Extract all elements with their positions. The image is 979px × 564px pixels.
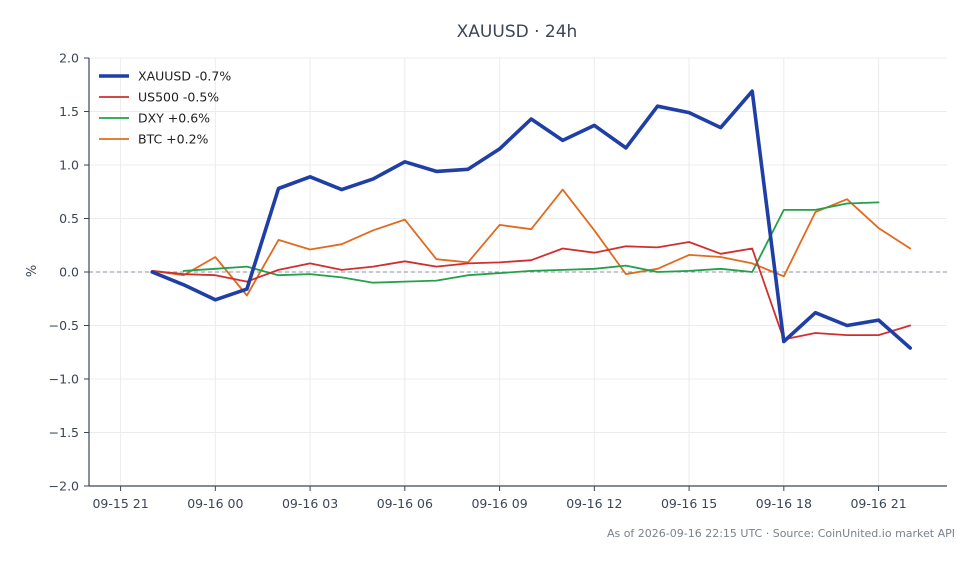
x-tick-label: 09-16 18 — [756, 496, 812, 511]
legend-label: XAUUSD -0.7% — [138, 69, 231, 84]
x-tick-label: 09-16 00 — [187, 496, 243, 511]
x-tick-label: 09-16 09 — [471, 496, 527, 511]
y-tick-label: 2.0 — [59, 51, 79, 66]
x-tick-label: 09-16 12 — [566, 496, 622, 511]
y-tick-label: 1.0 — [59, 158, 79, 173]
x-tick-label: 09-16 06 — [377, 496, 433, 511]
series-lines — [150, 89, 912, 350]
y-tick-label: −1.0 — [49, 372, 79, 387]
chart-title: XAUUSD · 24h — [457, 22, 578, 42]
legend-label: DXY +0.6% — [138, 111, 210, 126]
x-axis-ticks: 09-15 21 09-16 00 09-16 03 09-16 06 09-16 09… — [92, 486, 907, 511]
x-tick-label: 09-15 21 — [92, 496, 148, 511]
y-tick-label: −2.0 — [49, 479, 79, 494]
y-tick-label: −0.5 — [49, 318, 79, 333]
y-axis-label: % — [25, 265, 40, 277]
chart-footer: As of 2026-09-16 22:15 UTC · Source: Coi… — [607, 527, 955, 540]
x-tick-label: 09-16 03 — [282, 496, 338, 511]
series-line-4 — [151, 188, 912, 297]
legend: XAUUSD -0.7% US500 -0.5% DXY +0.6% BTC +0.2… — [99, 69, 231, 147]
legend-label: US500 -0.5% — [138, 90, 219, 105]
series-line-1 — [150, 89, 912, 350]
y-tick-label: 1.5 — [59, 104, 79, 119]
y-tick-label: −1.5 — [49, 425, 79, 440]
y-axis-ticks: −2.0 −1.5 −1.0 −0.5 0.0 0.5 1.0 1.5 2.0 — [49, 51, 89, 494]
legend-label: BTC +0.2% — [138, 132, 209, 147]
x-tick-label: 09-16 21 — [850, 496, 906, 511]
y-tick-label: 0.0 — [59, 265, 79, 280]
x-tick-label: 09-16 15 — [661, 496, 717, 511]
series-line-3 — [182, 201, 880, 284]
y-tick-label: 0.5 — [59, 211, 79, 226]
